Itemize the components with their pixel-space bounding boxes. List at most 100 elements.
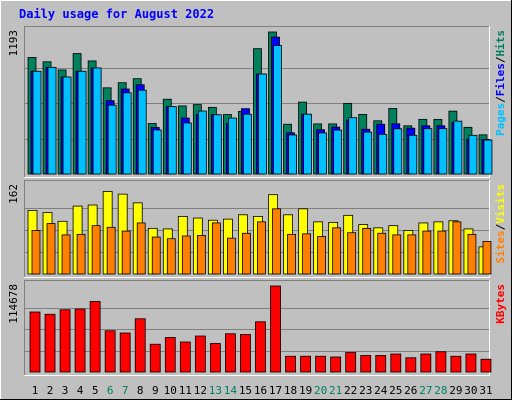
bar-sites-day-20: [317, 236, 327, 275]
legend-kbytes: KBytes: [494, 284, 507, 324]
bar-kbytes-day-12: [194, 335, 206, 373]
bar-sites-day-15: [242, 232, 251, 275]
panel-kbytes: 114678 KBytes: [7, 280, 507, 376]
x-tick-label-day-13: 13: [209, 384, 222, 397]
bar-kbytes-day-7: [119, 332, 131, 373]
x-tick-label-day-5: 5: [92, 384, 99, 397]
x-tick-label-day-12: 12: [194, 384, 207, 397]
x-tick-label-day-15: 15: [239, 384, 252, 397]
bar-kbytes-day-25: [390, 353, 402, 373]
legend-visitors: Sites/Visits: [494, 184, 507, 264]
bar-sites-day-28: [437, 230, 447, 275]
legend-item-hits: Hits: [494, 30, 507, 57]
legend-separator: /: [494, 56, 507, 63]
bar-pages-day-30: [468, 134, 478, 175]
bar-kbytes-day-10: [164, 337, 176, 373]
panel-visitors: 162 Sites/Visits: [7, 180, 507, 278]
x-tick-label-day-23: 23: [359, 384, 372, 397]
x-tick-label-day-28: 28: [434, 384, 447, 397]
bar-pages-day-16: [258, 73, 267, 175]
bar-pages-day-18: [288, 134, 297, 175]
x-tick-label-day-1: 1: [32, 384, 39, 397]
bar-kbytes-day-21: [330, 356, 342, 373]
bar-sites-day-7: [121, 230, 131, 275]
chart-panels: 1193Pages/Files/Hits162Sites/Visits11467…: [7, 26, 507, 376]
bar-kbytes-day-11: [179, 341, 191, 373]
bar-sites-day-23: [362, 227, 372, 275]
bar-pages-day-5: [92, 67, 102, 175]
bar-kbytes-day-3: [59, 309, 71, 373]
x-tick-label-day-24: 24: [374, 384, 388, 397]
bar-kbytes-day-24: [375, 355, 387, 373]
bar-pages-day-3: [62, 76, 72, 175]
x-tick-label-day-4: 4: [77, 384, 84, 397]
bar-sites-day-11: [181, 235, 191, 275]
bar-sites-day-30: [467, 233, 477, 275]
bar-sites-day-22: [347, 232, 357, 275]
x-tick-label-day-30: 30: [464, 384, 477, 397]
bar-kbytes-day-17: [270, 285, 281, 373]
bar-sites-day-4: [76, 233, 86, 275]
bar-kbytes-day-15: [240, 334, 251, 373]
bar-kbytes-day-30: [465, 353, 477, 373]
bar-kbytes-day-4: [74, 308, 86, 373]
x-tick-label-day-10: 10: [164, 384, 177, 397]
x-tick-label-day-20: 20: [314, 384, 327, 397]
bar-kbytes-day-22: [345, 352, 357, 373]
bar-sites-day-5: [91, 225, 101, 275]
x-tick-label-day-19: 19: [299, 384, 312, 397]
bar-sites-day-8: [136, 222, 146, 275]
bar-sites-day-14: [227, 237, 236, 275]
bar-pages-day-17: [273, 45, 282, 175]
bar-sites-day-24: [377, 232, 387, 275]
x-tick-label-day-6: 6: [107, 384, 114, 397]
y-max-label: 1193: [7, 30, 20, 57]
chart-title: Daily usage for August 2022: [19, 7, 214, 21]
bar-pages-day-1: [32, 70, 42, 175]
bar-sites-day-9: [151, 236, 161, 275]
bar-pages-day-21: [333, 129, 343, 175]
bar-pages-day-6: [107, 104, 117, 175]
x-tick-label-day-2: 2: [47, 384, 54, 397]
x-tick-label-day-11: 11: [179, 384, 192, 397]
bars-requests: [27, 31, 493, 175]
x-tick-label-day-27: 27: [419, 384, 432, 397]
bar-pages-day-19: [303, 113, 312, 175]
x-tick-label-day-3: 3: [62, 384, 69, 397]
bar-sites-day-10: [166, 238, 176, 275]
bar-sites-day-1: [31, 230, 41, 275]
bar-kbytes-day-1: [29, 311, 41, 373]
bar-kbytes-day-19: [300, 355, 311, 373]
legend-separator: /: [494, 223, 507, 230]
bar-sites-day-27: [422, 230, 432, 275]
legend-separator: /: [494, 96, 507, 103]
bar-pages-day-28: [438, 128, 448, 175]
bar-sites-day-19: [302, 233, 311, 275]
bar-kbytes-day-26: [405, 357, 417, 373]
bar-kbytes-day-20: [315, 355, 327, 373]
bar-pages-day-11: [182, 122, 192, 175]
bar-sites-day-2: [46, 223, 56, 275]
bar-sites-day-29: [452, 221, 462, 275]
x-tick-label-day-31: 31: [479, 384, 492, 397]
legend-item-visits: Visits: [494, 184, 507, 224]
bar-pages-day-20: [318, 132, 328, 175]
bar-sites-day-18: [287, 233, 296, 275]
bar-pages-day-27: [423, 128, 433, 175]
bar-pages-day-12: [197, 110, 207, 175]
x-tick-label-day-8: 8: [137, 384, 144, 397]
legend-item-sites: Sites: [494, 230, 507, 263]
bar-sites-day-26: [407, 234, 417, 275]
y-max-label: 114678: [7, 284, 20, 324]
bar-kbytes-day-23: [360, 355, 372, 373]
bar-kbytes-day-6: [104, 330, 116, 373]
bar-pages-day-29: [453, 120, 463, 175]
x-axis-tick-labels: 1 2 3 4 5 6 7 8 9 10 11 12 13 14 15 16 17 18 19 20 21 22 23 24 2…: [32, 384, 493, 397]
bar-kbytes-day-2: [44, 313, 56, 373]
bar-sites-day-16: [257, 221, 266, 275]
bar-kbytes-day-29: [450, 355, 462, 373]
bar-kbytes-day-27: [420, 353, 432, 373]
bar-kbytes-day-31: [480, 358, 492, 373]
bar-sites-day-17: [272, 208, 281, 275]
